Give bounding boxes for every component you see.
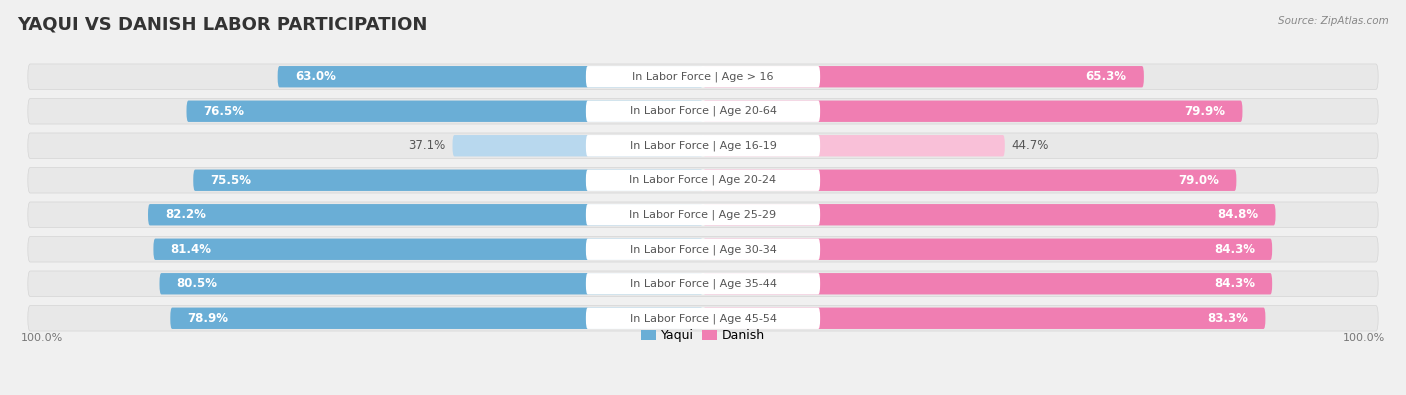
- FancyBboxPatch shape: [586, 239, 820, 260]
- Text: In Labor Force | Age 45-54: In Labor Force | Age 45-54: [630, 313, 776, 324]
- FancyBboxPatch shape: [28, 64, 1378, 90]
- Text: 84.8%: 84.8%: [1218, 208, 1258, 221]
- FancyBboxPatch shape: [703, 101, 1243, 122]
- FancyBboxPatch shape: [586, 135, 820, 156]
- Text: 79.0%: 79.0%: [1178, 174, 1219, 187]
- Text: 75.5%: 75.5%: [211, 174, 252, 187]
- Text: 81.4%: 81.4%: [170, 243, 212, 256]
- Text: 65.3%: 65.3%: [1085, 70, 1126, 83]
- FancyBboxPatch shape: [586, 273, 820, 294]
- FancyBboxPatch shape: [28, 271, 1378, 297]
- Text: In Labor Force | Age 35-44: In Labor Force | Age 35-44: [630, 278, 776, 289]
- FancyBboxPatch shape: [28, 237, 1378, 262]
- FancyBboxPatch shape: [170, 308, 703, 329]
- FancyBboxPatch shape: [193, 169, 703, 191]
- Text: 83.3%: 83.3%: [1208, 312, 1249, 325]
- FancyBboxPatch shape: [28, 167, 1378, 193]
- Text: 100.0%: 100.0%: [21, 333, 63, 343]
- FancyBboxPatch shape: [187, 101, 703, 122]
- FancyBboxPatch shape: [159, 273, 703, 294]
- Text: 79.9%: 79.9%: [1184, 105, 1225, 118]
- FancyBboxPatch shape: [703, 308, 1265, 329]
- Text: In Labor Force | Age 20-64: In Labor Force | Age 20-64: [630, 106, 776, 117]
- Text: 80.5%: 80.5%: [177, 277, 218, 290]
- Text: In Labor Force | Age 16-19: In Labor Force | Age 16-19: [630, 141, 776, 151]
- Text: 84.3%: 84.3%: [1213, 243, 1256, 256]
- Text: 44.7%: 44.7%: [1012, 139, 1049, 152]
- FancyBboxPatch shape: [28, 305, 1378, 331]
- Text: In Labor Force | Age 25-29: In Labor Force | Age 25-29: [630, 209, 776, 220]
- Text: 78.9%: 78.9%: [187, 312, 229, 325]
- Text: In Labor Force | Age 30-34: In Labor Force | Age 30-34: [630, 244, 776, 254]
- FancyBboxPatch shape: [453, 135, 703, 156]
- FancyBboxPatch shape: [703, 204, 1275, 226]
- Text: 100.0%: 100.0%: [1343, 333, 1385, 343]
- Text: 76.5%: 76.5%: [204, 105, 245, 118]
- Text: 84.3%: 84.3%: [1213, 277, 1256, 290]
- Text: In Labor Force | Age 20-24: In Labor Force | Age 20-24: [630, 175, 776, 186]
- FancyBboxPatch shape: [28, 202, 1378, 228]
- FancyBboxPatch shape: [28, 98, 1378, 124]
- FancyBboxPatch shape: [703, 66, 1144, 87]
- FancyBboxPatch shape: [703, 135, 1005, 156]
- Text: In Labor Force | Age > 16: In Labor Force | Age > 16: [633, 71, 773, 82]
- Text: YAQUI VS DANISH LABOR PARTICIPATION: YAQUI VS DANISH LABOR PARTICIPATION: [17, 16, 427, 34]
- FancyBboxPatch shape: [148, 204, 703, 226]
- FancyBboxPatch shape: [586, 169, 820, 191]
- FancyBboxPatch shape: [703, 169, 1236, 191]
- Legend: Yaqui, Danish: Yaqui, Danish: [636, 324, 770, 347]
- FancyBboxPatch shape: [586, 101, 820, 122]
- FancyBboxPatch shape: [703, 239, 1272, 260]
- FancyBboxPatch shape: [586, 66, 820, 87]
- FancyBboxPatch shape: [703, 273, 1272, 294]
- Text: Source: ZipAtlas.com: Source: ZipAtlas.com: [1278, 16, 1389, 26]
- FancyBboxPatch shape: [153, 239, 703, 260]
- FancyBboxPatch shape: [28, 133, 1378, 158]
- Text: 37.1%: 37.1%: [408, 139, 446, 152]
- FancyBboxPatch shape: [586, 308, 820, 329]
- Text: 63.0%: 63.0%: [295, 70, 336, 83]
- Text: 82.2%: 82.2%: [166, 208, 207, 221]
- FancyBboxPatch shape: [277, 66, 703, 87]
- FancyBboxPatch shape: [586, 204, 820, 226]
